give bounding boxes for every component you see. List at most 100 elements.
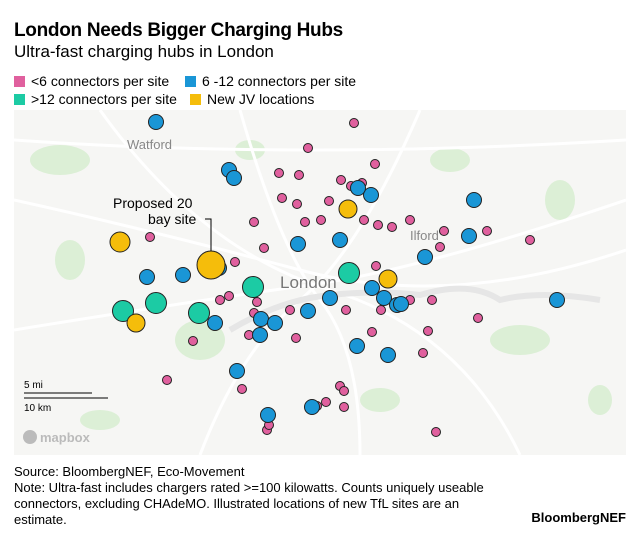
- marker-medium-site[interactable]: [322, 290, 338, 306]
- marker-small-site[interactable]: [349, 118, 359, 128]
- marker-small-site[interactable]: [339, 386, 349, 396]
- marker-small-site[interactable]: [237, 384, 247, 394]
- marker-medium-site[interactable]: [229, 363, 245, 379]
- marker-medium-site[interactable]: [207, 315, 223, 331]
- marker-small-site[interactable]: [418, 348, 428, 358]
- legend-item-small: <6 connectors per site: [14, 73, 169, 89]
- legend-swatch-pink: [14, 75, 25, 87]
- marker-medium-site[interactable]: [304, 399, 320, 415]
- marker-jv-location[interactable]: [109, 231, 131, 253]
- marker-medium-site[interactable]: [417, 249, 433, 265]
- marker-medium-site[interactable]: [148, 114, 164, 130]
- marker-small-site[interactable]: [373, 220, 383, 230]
- marker-large-site[interactable]: [338, 262, 360, 284]
- chart-title: London Needs Bigger Charging Hubs: [14, 20, 343, 41]
- marker-medium-site[interactable]: [226, 170, 242, 186]
- marker-small-site[interactable]: [324, 196, 334, 206]
- marker-small-site[interactable]: [249, 217, 259, 227]
- marker-small-site[interactable]: [473, 313, 483, 323]
- marker-small-site[interactable]: [431, 427, 441, 437]
- marker-small-site[interactable]: [215, 295, 225, 305]
- legend-label: >12 connectors per site: [31, 91, 177, 107]
- legend-swatch-yellow: [190, 93, 201, 105]
- marker-medium-site[interactable]: [252, 327, 268, 343]
- marker-medium-site[interactable]: [466, 192, 482, 208]
- marker-small-site[interactable]: [525, 235, 535, 245]
- source-text: Source: BloombergNEF, Eco-Movement: [14, 464, 245, 479]
- marker-small-site[interactable]: [316, 215, 326, 225]
- legend-swatch-teal: [14, 93, 25, 105]
- marker-small-site[interactable]: [376, 305, 386, 315]
- marker-small-site[interactable]: [285, 305, 295, 315]
- marker-medium-site[interactable]: [300, 303, 316, 319]
- note-text: Note: Ultra-fast includes chargers rated…: [14, 480, 484, 527]
- mapbox-attribution[interactable]: mapbox: [40, 430, 91, 445]
- marker-small-site[interactable]: [427, 295, 437, 305]
- marker-medium-site[interactable]: [350, 180, 366, 196]
- marker-medium-site[interactable]: [267, 315, 283, 331]
- marker-small-site[interactable]: [339, 402, 349, 412]
- marker-small-site[interactable]: [224, 291, 234, 301]
- map[interactable]: Watford London Ilford Proposed 20 bay si…: [14, 110, 626, 455]
- marker-small-site[interactable]: [303, 143, 313, 153]
- marker-small-site[interactable]: [336, 175, 346, 185]
- marker-small-site[interactable]: [370, 159, 380, 169]
- marker-large-site[interactable]: [188, 302, 210, 324]
- marker-medium-site[interactable]: [290, 236, 306, 252]
- marker-medium-site[interactable]: [363, 187, 379, 203]
- marker-medium-site[interactable]: [380, 347, 396, 363]
- marker-medium-site[interactable]: [393, 296, 409, 312]
- marker-large-site[interactable]: [242, 276, 264, 298]
- marker-small-site[interactable]: [274, 168, 284, 178]
- place-label-london: London: [280, 273, 337, 292]
- marker-small-site[interactable]: [259, 243, 269, 253]
- legend-swatch-blue: [185, 75, 196, 87]
- marker-small-site[interactable]: [145, 232, 155, 242]
- marker-medium-site[interactable]: [349, 338, 365, 354]
- marker-small-site[interactable]: [387, 222, 397, 232]
- annotation-line1: Proposed 20: [113, 195, 193, 211]
- marker-small-site[interactable]: [294, 170, 304, 180]
- marker-jv-location[interactable]: [196, 250, 226, 280]
- marker-small-site[interactable]: [300, 217, 310, 227]
- marker-small-site[interactable]: [292, 199, 302, 209]
- marker-small-site[interactable]: [367, 327, 377, 337]
- marker-small-site[interactable]: [291, 333, 301, 343]
- marker-small-site[interactable]: [482, 226, 492, 236]
- marker-small-site[interactable]: [230, 257, 240, 267]
- marker-small-site[interactable]: [435, 242, 445, 252]
- marker-medium-site[interactable]: [461, 228, 477, 244]
- marker-jv-location[interactable]: [126, 313, 146, 333]
- annotation-leader-line: [205, 218, 212, 251]
- marker-small-site[interactable]: [321, 397, 331, 407]
- marker-small-site[interactable]: [371, 261, 381, 271]
- marker-small-site[interactable]: [252, 297, 262, 307]
- river-thames: [228, 285, 601, 333]
- marker-medium-site[interactable]: [332, 232, 348, 248]
- marker-large-site[interactable]: [112, 300, 134, 322]
- marker-large-site[interactable]: [145, 292, 167, 314]
- marker-small-site[interactable]: [188, 336, 198, 346]
- marker-medium-site[interactable]: [260, 407, 276, 423]
- marker-medium-site[interactable]: [549, 292, 565, 308]
- legend-item-medium: 6 -12 connectors per site: [185, 73, 356, 89]
- marker-jv-location[interactable]: [338, 199, 358, 219]
- marker-jv-location[interactable]: [378, 269, 398, 289]
- marker-small-site[interactable]: [341, 305, 351, 315]
- legend-item-jv: New JV locations: [190, 91, 314, 107]
- marker-small-site[interactable]: [162, 375, 172, 385]
- marker-small-site[interactable]: [277, 193, 287, 203]
- marker-medium-site[interactable]: [376, 290, 392, 306]
- marker-small-site[interactable]: [423, 326, 433, 336]
- marker-small-site[interactable]: [359, 215, 369, 225]
- marker-medium-site[interactable]: [364, 280, 380, 296]
- marker-medium-site[interactable]: [253, 311, 269, 327]
- marker-medium-site[interactable]: [175, 267, 191, 283]
- marker-medium-site[interactable]: [139, 269, 155, 285]
- marker-small-site[interactable]: [405, 215, 415, 225]
- legend-item-large: >12 connectors per site: [14, 91, 177, 107]
- markers: [109, 114, 565, 437]
- legend-label: New JV locations: [207, 91, 315, 107]
- marker-small-site[interactable]: [439, 226, 449, 236]
